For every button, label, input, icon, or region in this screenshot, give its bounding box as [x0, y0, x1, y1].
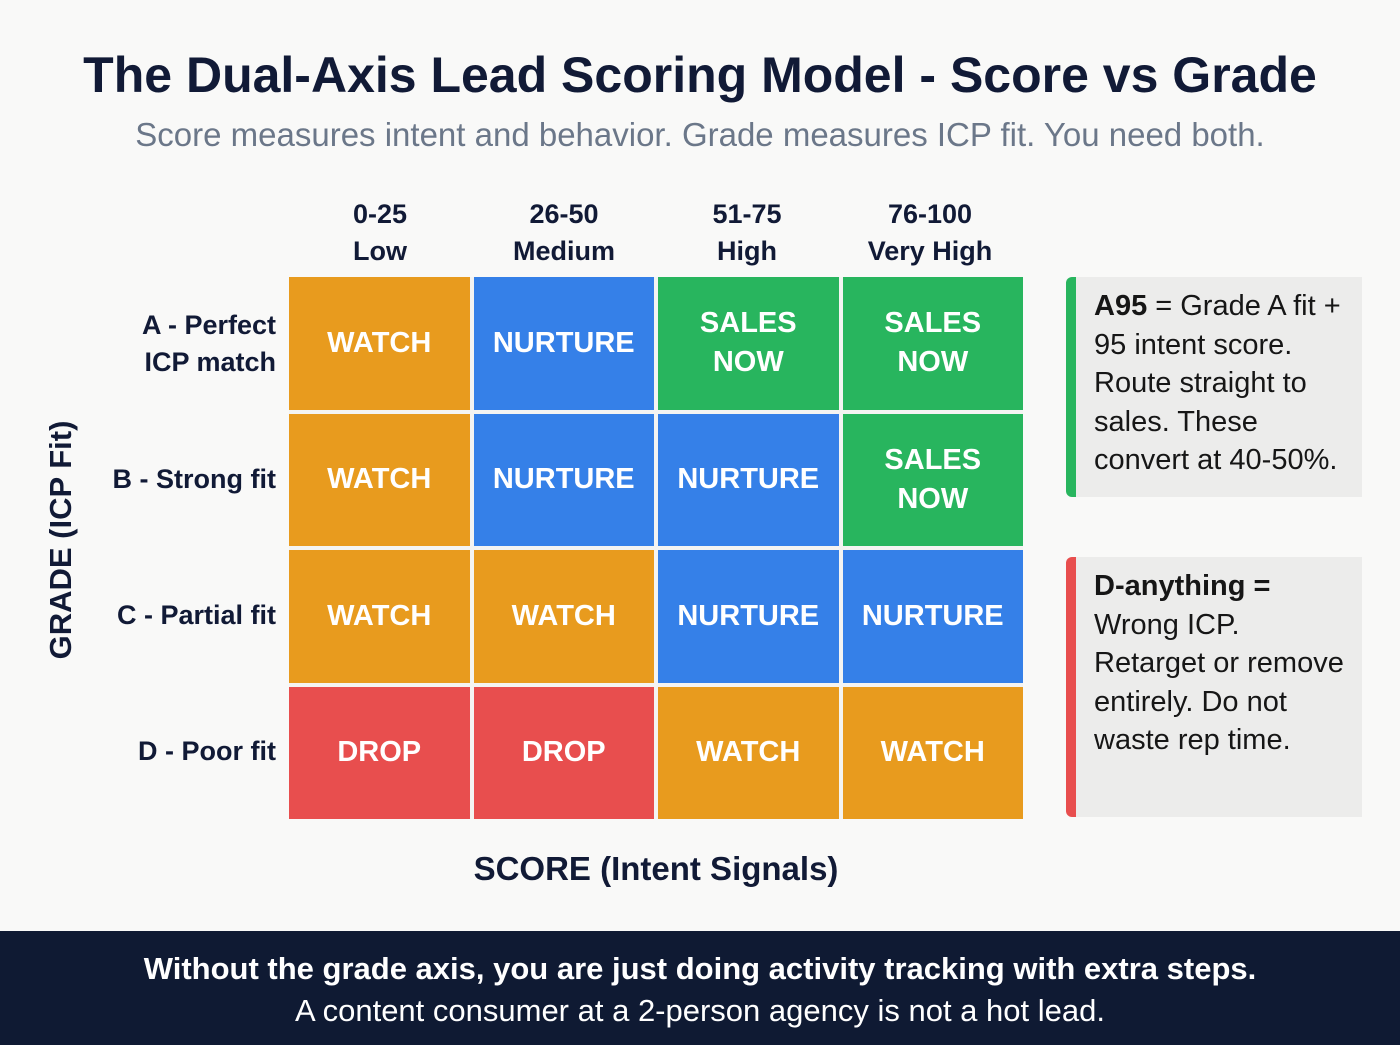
callout-text: = Grade A fit + 95 intent score. Route s… — [1094, 290, 1341, 476]
cell-label: WATCH — [327, 463, 432, 496]
matrix-cell-b-very-high: SALES NOW — [842, 413, 1023, 546]
y-axis-label: GRADE (ICP Fit) — [43, 420, 78, 660]
column-range: 51-75 — [712, 199, 782, 229]
row-label-c: C - Partial fit — [116, 600, 276, 630]
matrix-cell-c-medium: WATCH — [473, 550, 654, 683]
column-header-very-high: 76-100 Very High — [839, 196, 1021, 270]
column-header-medium: 26-50 Medium — [473, 196, 655, 270]
column-header-low: 0-25 Low — [289, 196, 471, 270]
footer-subline: A content consumer at a 2-person agency … — [295, 993, 1105, 1028]
cell-label: DROP — [521, 736, 606, 769]
matrix-cell-c-high: NURTURE — [658, 550, 839, 683]
column-range: 0-25 — [352, 199, 408, 229]
column-range: 26-50 — [529, 199, 599, 229]
callout-a95: A95 = Grade A fit + 95 intent score. Rou… — [1066, 277, 1362, 497]
row-label-line: ICP match — [144, 347, 276, 377]
column-label: High — [717, 236, 777, 266]
cell-label: SALES — [884, 443, 982, 476]
matrix-cell-a-medium: NURTURE — [473, 277, 654, 410]
matrix-cell-c-low: WATCH — [289, 550, 470, 683]
footer-banner: Without the grade axis, you are just doi… — [0, 931, 1400, 1045]
cell-label: NURTURE — [492, 463, 635, 496]
column-header-high: 51-75 High — [656, 196, 838, 270]
cell-label: NURTURE — [861, 599, 1004, 632]
matrix-cell-d-low: DROP — [289, 686, 470, 819]
matrix-cell-d-very-high: WATCH — [842, 686, 1023, 819]
cell-label: NOW — [712, 346, 784, 379]
row-label-d: D - Poor fit — [138, 736, 276, 766]
cell-label: NURTURE — [677, 463, 820, 496]
footer-headline: Without the grade axis, you are just doi… — [143, 951, 1257, 986]
cell-label: WATCH — [880, 736, 985, 769]
cell-label: WATCH — [327, 599, 432, 632]
matrix-cell-a-high: SALES NOW — [658, 277, 839, 410]
callout-text: Wrong ICP. Retarget or remove entirely. … — [1094, 608, 1344, 757]
cell-label: SALES — [884, 307, 982, 340]
row-label-a: A - Perfect ICP match — [76, 307, 276, 381]
cell-label: NOW — [897, 346, 969, 379]
cell-label: NURTURE — [492, 326, 635, 359]
column-label: Medium — [512, 236, 615, 266]
cell-label: SALES — [699, 307, 797, 340]
x-axis-label: SCORE (Intent Signals) — [473, 850, 839, 887]
cell-label: NURTURE — [677, 599, 820, 632]
cell-label: WATCH — [696, 736, 801, 769]
row-label-b: B - Strong fit — [112, 464, 276, 494]
callout-bold: A95 — [1094, 290, 1148, 322]
matrix-cell-b-high: NURTURE — [658, 413, 839, 546]
cell-label: WATCH — [511, 599, 616, 632]
page-title: The Dual-Axis Lead Scoring Model - Score… — [83, 47, 1317, 103]
matrix-cell-a-very-high: SALES NOW — [842, 277, 1023, 410]
callout-bold: D-anything = — [1094, 570, 1271, 602]
cell-label: WATCH — [327, 326, 432, 359]
column-range: 76-100 — [887, 199, 973, 229]
cell-label: NOW — [897, 482, 969, 515]
scoring-matrix: WATCH NURTURE SALES NOW SALES NOW WATCH NU… — [289, 277, 1023, 819]
matrix-cell-a-low: WATCH — [289, 277, 470, 410]
matrix-cell-d-high: WATCH — [658, 686, 839, 819]
callout-d-anything: D-anything = Wrong ICP. Retarget or remo… — [1066, 557, 1362, 817]
row-label-line: A - Perfect — [141, 310, 276, 340]
cell-label: DROP — [337, 736, 422, 769]
column-label: Low — [353, 236, 407, 266]
matrix-cell-b-medium: NURTURE — [473, 413, 654, 546]
matrix-cell-d-medium: DROP — [473, 686, 654, 819]
matrix-cell-c-very-high: NURTURE — [842, 550, 1023, 683]
page-subtitle: Score measures intent and behavior. Grad… — [135, 116, 1265, 153]
matrix-cell-b-low: WATCH — [289, 413, 470, 546]
column-label: Very High — [867, 236, 993, 266]
